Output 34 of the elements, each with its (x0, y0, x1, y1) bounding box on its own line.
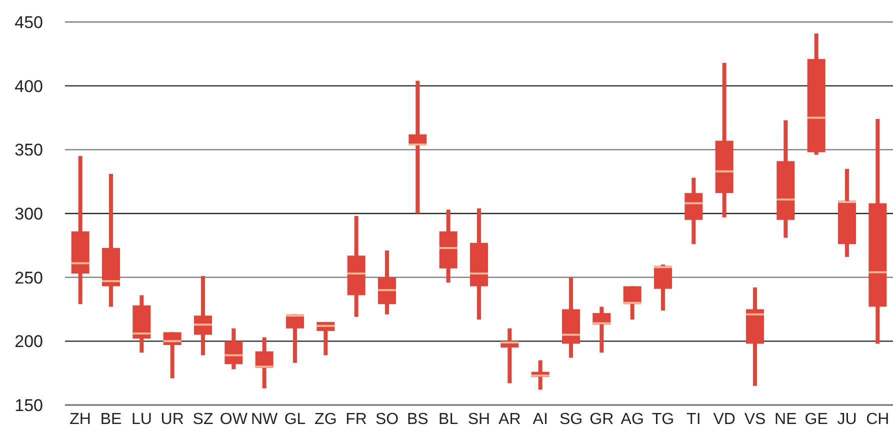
x-tick-label: SZ (192, 411, 214, 428)
x-tick-label: SH (468, 411, 490, 428)
x-tick-label: SO (375, 411, 399, 428)
x-tick-label: GR (590, 411, 614, 428)
x-tick-label: AR (498, 411, 521, 428)
x-tick-label: VS (744, 411, 766, 428)
x-tick-label: GE (804, 411, 828, 428)
x-tick-label: BL (438, 411, 458, 428)
x-tick-label: VD (713, 411, 736, 428)
x-tick-label: ZH (70, 411, 91, 428)
x-tick-label: OW (220, 411, 248, 428)
y-tick-label: 300 (14, 204, 43, 224)
x-tick-label: GL (284, 411, 306, 428)
x-tick-label: LU (131, 411, 152, 428)
x-tick-label: SG (559, 411, 583, 428)
x-tick-label: ZG (314, 411, 337, 428)
x-tick-label: CH (866, 411, 890, 428)
y-tick-label: 400 (14, 76, 43, 96)
x-tick-label: NE (774, 411, 797, 428)
x-tick-label: TG (652, 411, 674, 428)
x-tick-label: BS (406, 411, 428, 428)
x-tick-label: FR (346, 411, 367, 428)
x-tick-label: AG (620, 411, 644, 428)
y-tick-label: 200 (14, 332, 43, 352)
y-tick-label: 450 (14, 12, 43, 32)
x-tick-label: TI (686, 411, 701, 428)
x-tick-label: AI (532, 411, 548, 428)
x-tick-label: NW (251, 411, 279, 428)
x-tick-label: JU (837, 411, 857, 428)
y-tick-label: 150 (14, 396, 43, 415)
x-tick-label: BE (100, 411, 122, 428)
y-tick-label: 250 (14, 268, 43, 288)
y-tick-label: 350 (14, 140, 43, 160)
x-tick-label: UR (160, 411, 184, 428)
